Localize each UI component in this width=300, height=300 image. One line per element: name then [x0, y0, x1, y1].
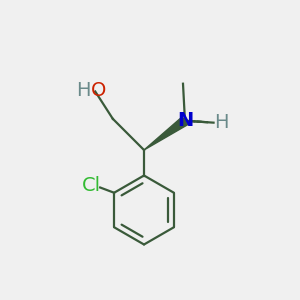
Text: N: N — [177, 111, 193, 130]
Text: O: O — [91, 80, 106, 100]
Text: H: H — [76, 80, 91, 100]
Polygon shape — [144, 117, 188, 150]
Text: Cl: Cl — [82, 176, 101, 195]
Text: H: H — [214, 113, 229, 132]
